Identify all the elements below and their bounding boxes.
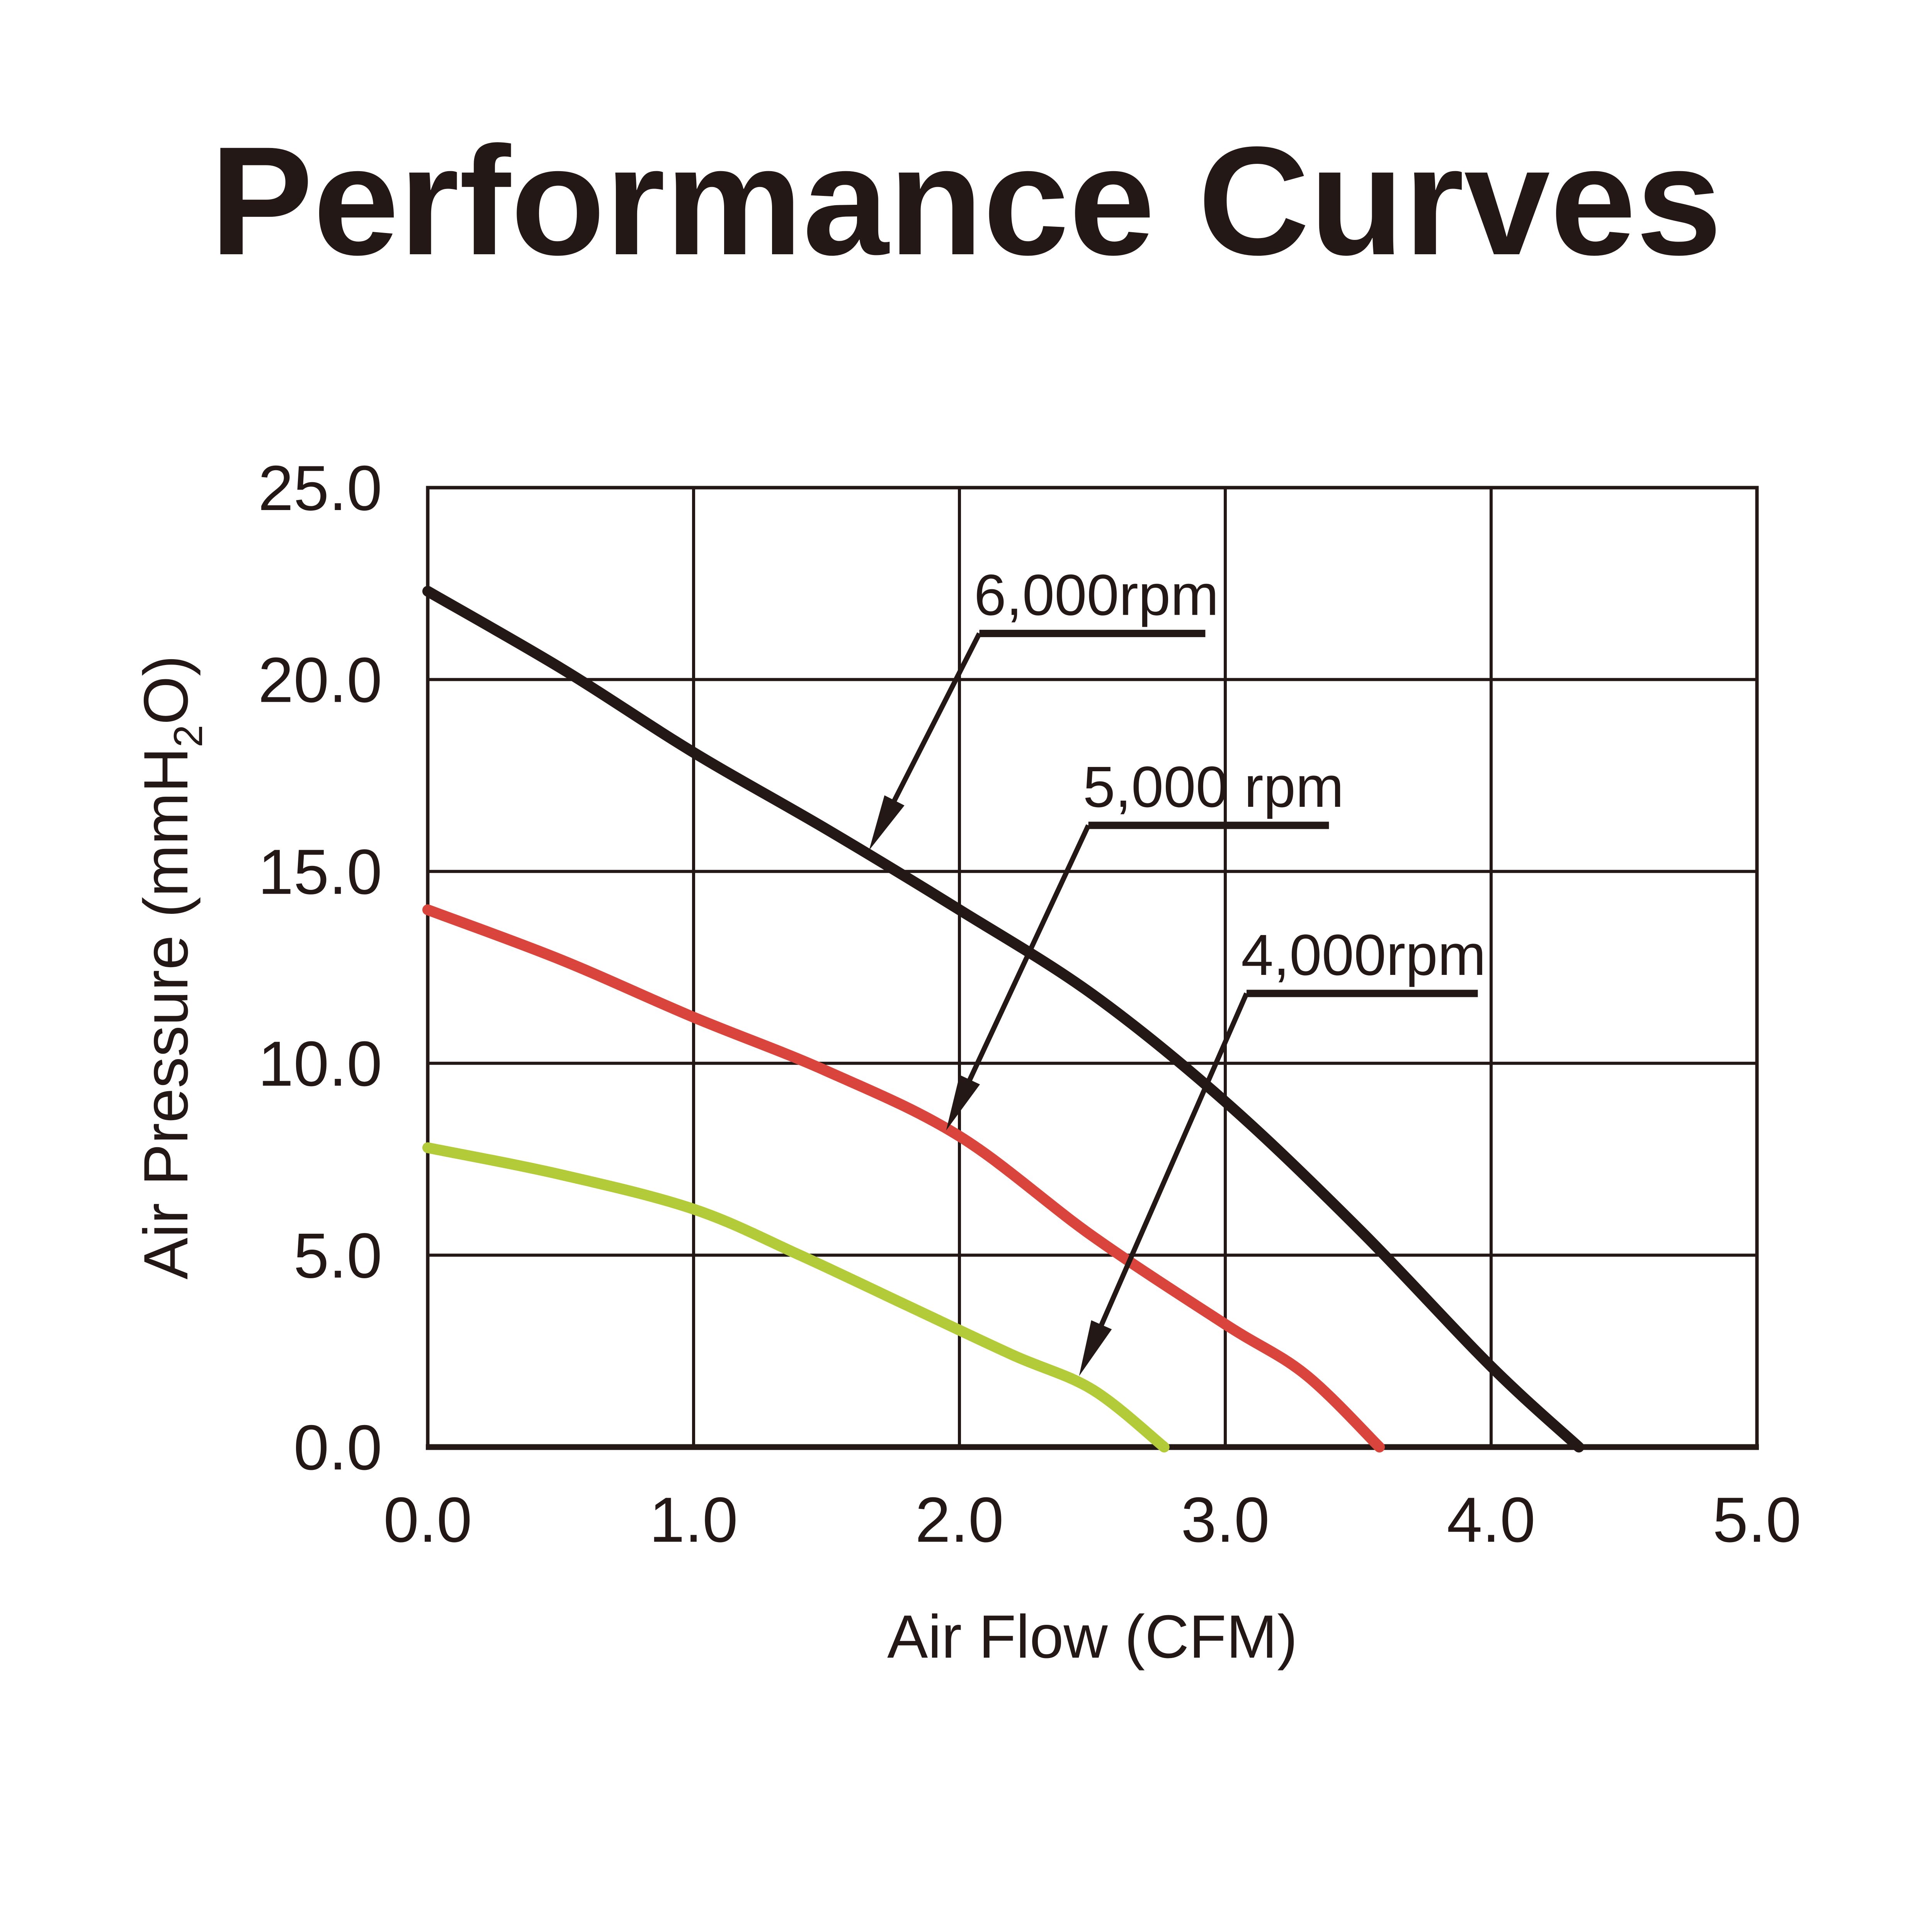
y-axis-title-prefix: Air Pressure (mmH [131, 747, 201, 1279]
annotation-5000rpm: 5,000 rpm [946, 754, 1344, 1131]
annotation-6000rpm: 6,000rpm [869, 562, 1219, 850]
x-tick-label: 1.0 [649, 1484, 738, 1555]
y-axis-title-suffix: O) [131, 655, 201, 725]
y-tick-label: 25.0 [258, 452, 382, 524]
x-axis-title: Air Flow (CFM) [887, 1603, 1298, 1671]
annotation-arrowhead [869, 795, 905, 850]
y-tick-label: 0.0 [294, 1412, 382, 1483]
y-axis-title: Air Pressure (mmH2O) [131, 655, 211, 1279]
x-tick-labels: 0.0 1.0 2.0 3.0 4.0 5.0 [383, 1484, 1801, 1555]
annotation-arrowhead [946, 1075, 980, 1131]
gridlines [428, 488, 1757, 1447]
annotation-arrow-shaft [885, 632, 982, 816]
annotation-arrow-shaft [961, 824, 1091, 1095]
y-tick-label: 15.0 [258, 836, 382, 907]
x-tick-label: 4.0 [1447, 1484, 1535, 1555]
x-tick-label: 5.0 [1713, 1484, 1801, 1555]
x-tick-label: 0.0 [383, 1484, 472, 1555]
curve-4000rpm [422, 1142, 1170, 1452]
y-tick-label: 10.0 [258, 1028, 382, 1099]
curve-6000rpm [422, 586, 1584, 1452]
y-tick-label: 5.0 [294, 1220, 382, 1291]
annotation-arrow-shaft [1093, 992, 1249, 1340]
y-tick-labels: 0.0 5.0 10.0 15.0 20.0 25.0 [258, 452, 382, 1483]
y-tick-label: 20.0 [258, 645, 382, 716]
annotation-label: 6,000rpm [974, 562, 1219, 627]
x-tick-label: 2.0 [915, 1484, 1003, 1555]
curve-5000rpm [422, 904, 1385, 1452]
y-axis-title-subscript: 2 [166, 725, 211, 747]
annotation-4000rpm: 4,000rpm [1079, 922, 1486, 1376]
annotation-label: 5,000 rpm [1083, 754, 1344, 819]
x-tick-label: 3.0 [1181, 1484, 1269, 1555]
annotation-label: 4,000rpm [1241, 922, 1486, 987]
chart-title: Performance Curves [210, 114, 1722, 287]
annotation-arrowhead [1079, 1320, 1112, 1376]
